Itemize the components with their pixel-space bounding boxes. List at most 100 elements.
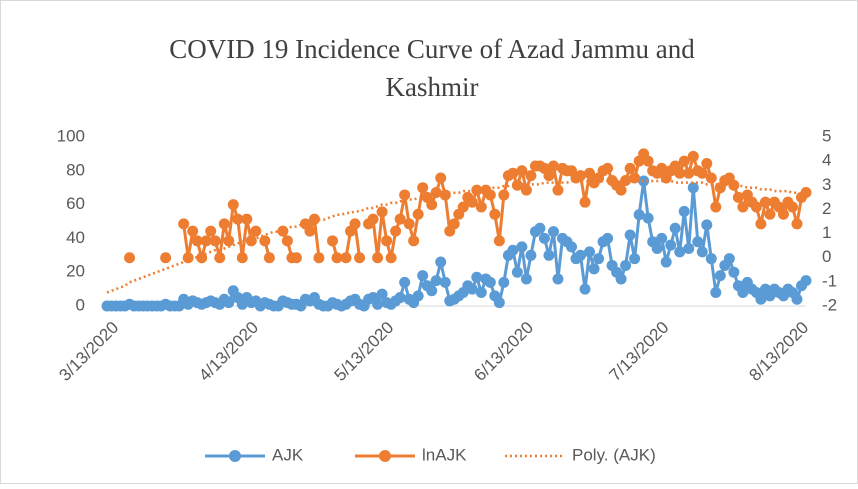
data-point bbox=[191, 235, 203, 247]
data-point bbox=[791, 218, 803, 230]
data-point bbox=[678, 155, 690, 167]
data-point bbox=[547, 160, 559, 172]
data-point bbox=[737, 201, 749, 213]
data-point bbox=[178, 218, 190, 230]
data-point bbox=[579, 283, 591, 295]
data-point bbox=[349, 218, 361, 230]
data-point bbox=[223, 297, 235, 309]
data-point bbox=[786, 201, 798, 213]
data-point bbox=[493, 297, 505, 309]
y-tick-label: 60 bbox=[66, 194, 85, 213]
data-point bbox=[466, 283, 478, 295]
data-point bbox=[642, 155, 654, 167]
data-point bbox=[638, 175, 650, 187]
data-point bbox=[728, 266, 740, 278]
data-point bbox=[737, 286, 749, 298]
data-point bbox=[426, 285, 438, 297]
data-point bbox=[471, 271, 483, 283]
data-point bbox=[525, 170, 537, 182]
data-point bbox=[651, 243, 663, 255]
y-tick-label: 20 bbox=[66, 262, 85, 281]
y2-tick-label: 4 bbox=[822, 151, 831, 170]
data-point bbox=[759, 196, 771, 208]
data-point bbox=[250, 225, 262, 237]
data-point bbox=[674, 167, 686, 179]
data-point bbox=[678, 205, 690, 217]
data-point bbox=[385, 252, 397, 264]
data-point bbox=[710, 286, 722, 298]
data-point bbox=[381, 235, 393, 247]
data-point bbox=[471, 184, 483, 196]
data-point bbox=[543, 249, 555, 261]
data-point bbox=[629, 172, 641, 184]
data-point bbox=[354, 252, 366, 264]
chart-title: COVID 19 Incidence Curve of Azad Jammu a… bbox=[169, 34, 695, 64]
data-point bbox=[710, 201, 722, 213]
data-point bbox=[187, 225, 199, 237]
data-point bbox=[629, 253, 641, 265]
data-point bbox=[498, 189, 510, 201]
legend-label: Poly. (AJK) bbox=[572, 445, 656, 464]
data-point bbox=[534, 222, 546, 234]
data-point bbox=[750, 201, 762, 213]
data-point bbox=[800, 275, 812, 287]
data-point bbox=[399, 276, 411, 288]
data-point bbox=[728, 179, 740, 191]
data-point bbox=[367, 213, 379, 225]
data-point bbox=[390, 225, 402, 237]
data-point bbox=[493, 235, 505, 247]
data-point bbox=[241, 213, 253, 225]
data-point bbox=[764, 208, 776, 220]
data-point bbox=[376, 288, 388, 300]
y2-tick-label: -2 bbox=[822, 295, 837, 314]
data-point bbox=[593, 253, 605, 265]
data-point bbox=[520, 184, 532, 196]
data-point bbox=[200, 235, 212, 247]
data-point bbox=[277, 225, 289, 237]
data-point bbox=[236, 252, 248, 264]
data-point bbox=[633, 209, 645, 221]
data-point bbox=[403, 218, 415, 230]
data-point bbox=[160, 252, 172, 264]
data-point bbox=[696, 246, 708, 258]
data-point bbox=[674, 246, 686, 258]
data-point bbox=[399, 189, 411, 201]
data-point bbox=[475, 286, 487, 298]
data-point bbox=[435, 256, 447, 268]
data-point bbox=[543, 170, 555, 182]
data-point bbox=[511, 266, 523, 278]
data-point bbox=[290, 252, 302, 264]
data-point bbox=[642, 212, 654, 224]
data-point bbox=[660, 256, 672, 268]
data-point bbox=[800, 187, 812, 199]
data-point bbox=[552, 273, 564, 285]
data-point bbox=[516, 241, 528, 253]
data-point bbox=[791, 293, 803, 305]
data-point bbox=[705, 172, 717, 184]
data-point bbox=[439, 276, 451, 288]
data-point bbox=[705, 253, 717, 265]
data-point bbox=[520, 273, 532, 285]
data-point bbox=[484, 189, 496, 201]
data-point bbox=[308, 213, 320, 225]
data-point bbox=[547, 226, 559, 238]
data-point bbox=[417, 182, 429, 194]
data-point bbox=[687, 150, 699, 162]
data-point bbox=[615, 273, 627, 285]
data-point bbox=[281, 235, 293, 247]
data-point bbox=[665, 239, 677, 251]
data-point bbox=[602, 232, 614, 244]
data-point bbox=[376, 206, 388, 218]
data-point bbox=[223, 235, 235, 247]
data-point bbox=[538, 232, 550, 244]
data-point bbox=[565, 241, 577, 253]
data-point bbox=[777, 208, 789, 220]
data-point bbox=[755, 293, 767, 305]
data-point bbox=[507, 244, 519, 256]
data-point bbox=[430, 275, 442, 287]
data-point bbox=[525, 249, 537, 261]
data-point bbox=[313, 252, 325, 264]
data-point bbox=[218, 218, 230, 230]
data-point bbox=[372, 298, 384, 310]
data-point bbox=[683, 243, 695, 255]
